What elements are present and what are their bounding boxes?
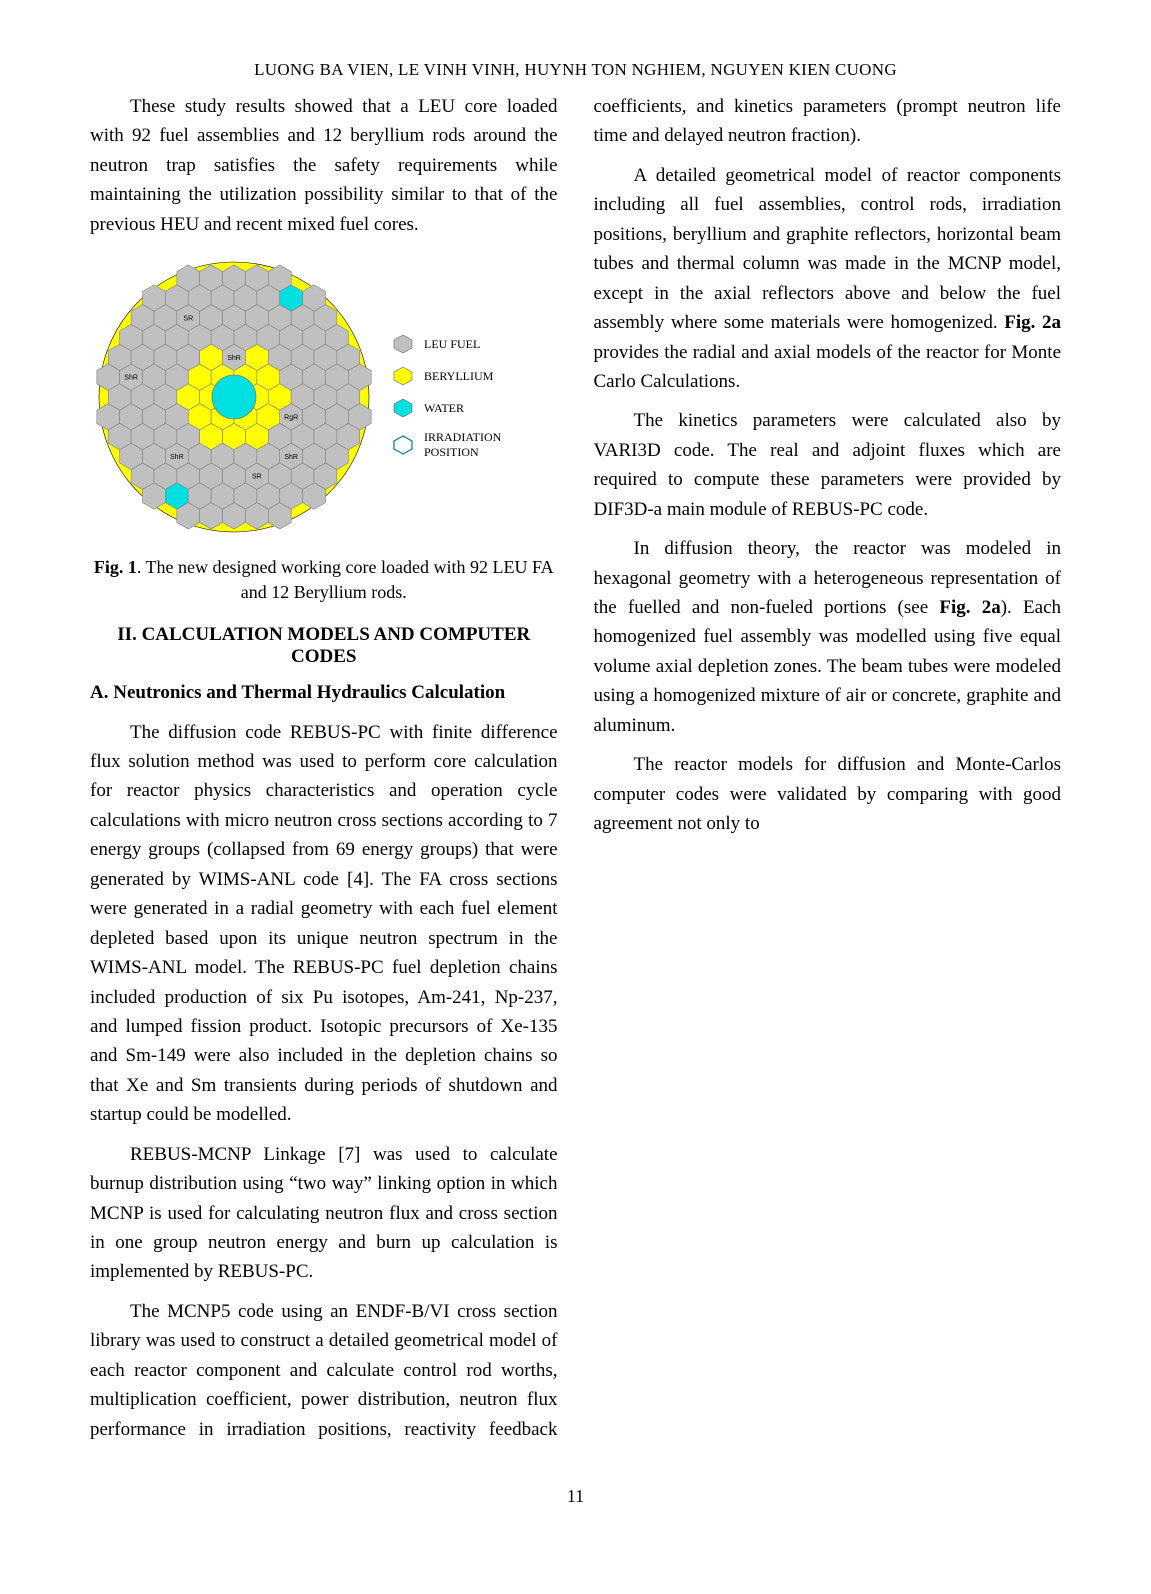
p5-text-a: A detailed geometrical model of reactor … (594, 165, 1062, 333)
paragraph-rebuslink: REBUS-MCNP Linkage [7] was used to calcu… (90, 1140, 558, 1287)
legend-water-label: WATER (424, 401, 464, 416)
figure-1-caption: Fig. 1. The new designed working core lo… (90, 555, 558, 605)
legend-be: BERYLLIUM (392, 366, 504, 386)
paragraph-kinetics: The kinetics parameters were calculated … (594, 406, 1062, 524)
figure-1: SR ShR ShR RgR ShR ShR SR LEU FUEL BERYLLIUM W… (90, 257, 558, 605)
page-number: 11 (90, 1486, 1061, 1507)
paragraph-intro: These study results showed that a LEU co… (90, 92, 558, 239)
legend-water: WATER (392, 398, 504, 418)
paragraph-diffusion: In diffusion theory, the reactor was mod… (594, 534, 1062, 740)
p5-figref: Fig. 2a (1004, 312, 1061, 333)
legend-irr-label: IRRADIATION POSITION (424, 430, 504, 460)
svg-text:SR: SR (252, 474, 262, 481)
fig1-caption-text: . The new designed working core loaded w… (137, 557, 554, 602)
figure-legend: LEU FUEL BERYLLIUM WATER IRRADIATION POS… (392, 334, 504, 460)
legend-leu: LEU FUEL (392, 334, 504, 354)
paragraph-geom-model: A detailed geometrical model of reactor … (594, 161, 1062, 397)
author-header: LUONG BA VIEN, LE VINH VINH, HUYNH TON N… (90, 60, 1061, 80)
legend-irr: IRRADIATION POSITION (392, 430, 504, 460)
svg-text:ShR: ShR (284, 454, 298, 461)
svg-text:ShR: ShR (227, 355, 241, 362)
subsection-a-title: A. Neutronics and Thermal Hydraulics Cal… (90, 682, 558, 704)
p5-text-c: provides the radial and axial models of … (594, 342, 1062, 392)
svg-text:SR: SR (183, 315, 193, 322)
legend-leu-label: LEU FUEL (424, 337, 480, 352)
p7-figref: Fig. 2a (939, 597, 1000, 618)
section-2-title: II. CALCULATION MODELS AND COMPUTER CODE… (90, 624, 558, 668)
paragraph-validation: The reactor models for diffusion and Mon… (594, 750, 1062, 838)
svg-text:ShR: ShR (170, 454, 184, 461)
svg-text:RgR: RgR (284, 414, 298, 421)
paragraph-rebuspc: The diffusion code REBUS-PC with finite … (90, 718, 558, 1130)
core-diagram: SR ShR ShR RgR ShR ShR SR (94, 257, 374, 537)
content-columns: These study results showed that a LEU co… (90, 92, 1061, 1472)
legend-be-label: BERYLLIUM (424, 369, 493, 384)
svg-text:ShR: ShR (124, 375, 138, 382)
fig1-caption-bold: Fig. 1 (94, 557, 137, 577)
